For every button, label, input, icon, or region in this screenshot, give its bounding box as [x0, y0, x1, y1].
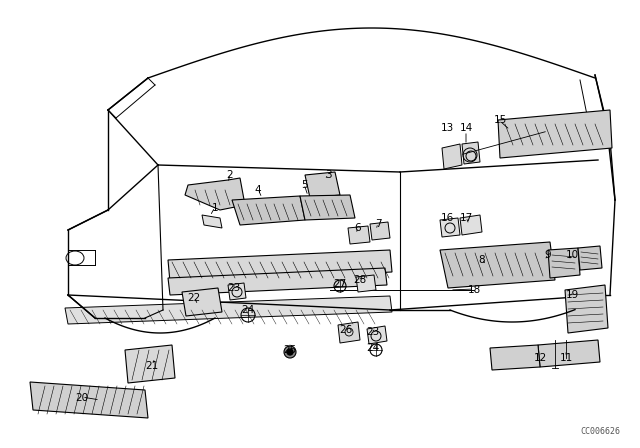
Polygon shape — [367, 326, 387, 344]
Text: 22: 22 — [188, 293, 200, 303]
Polygon shape — [548, 248, 580, 278]
Text: 5: 5 — [301, 180, 307, 190]
Polygon shape — [490, 345, 540, 370]
Polygon shape — [182, 288, 222, 316]
Polygon shape — [228, 283, 246, 300]
Text: 12: 12 — [533, 353, 547, 363]
Polygon shape — [202, 215, 222, 228]
Polygon shape — [578, 246, 602, 270]
Circle shape — [284, 346, 296, 358]
Polygon shape — [462, 142, 480, 164]
Polygon shape — [565, 285, 608, 333]
Text: 2: 2 — [227, 170, 234, 180]
Polygon shape — [338, 322, 360, 343]
Polygon shape — [370, 222, 390, 240]
Text: 9: 9 — [545, 250, 551, 260]
Text: 26: 26 — [339, 325, 353, 335]
Polygon shape — [348, 226, 370, 244]
Polygon shape — [168, 268, 387, 295]
Polygon shape — [440, 218, 460, 237]
Text: 23: 23 — [227, 283, 241, 293]
Text: 1: 1 — [212, 203, 218, 213]
Polygon shape — [232, 196, 305, 225]
Text: 14: 14 — [460, 123, 472, 133]
Text: 4: 4 — [255, 185, 261, 195]
Polygon shape — [305, 172, 340, 198]
Text: CC006626: CC006626 — [580, 427, 620, 436]
Polygon shape — [30, 382, 148, 418]
Text: 21: 21 — [145, 361, 159, 371]
Polygon shape — [442, 144, 462, 169]
Polygon shape — [65, 296, 392, 324]
Text: 7: 7 — [374, 219, 381, 229]
Text: 19: 19 — [565, 290, 579, 300]
Text: 20: 20 — [76, 393, 88, 403]
Text: 13: 13 — [440, 123, 454, 133]
Circle shape — [287, 349, 293, 355]
Text: 23: 23 — [366, 327, 380, 337]
Text: 15: 15 — [493, 115, 507, 125]
Text: 28: 28 — [353, 275, 367, 285]
Text: 27: 27 — [333, 279, 347, 289]
Text: 11: 11 — [559, 353, 573, 363]
Polygon shape — [168, 250, 392, 282]
Text: 25: 25 — [284, 345, 296, 355]
Polygon shape — [538, 340, 600, 367]
Text: 6: 6 — [355, 223, 362, 233]
Polygon shape — [300, 195, 355, 220]
Text: 10: 10 — [565, 250, 579, 260]
Text: 3: 3 — [324, 170, 332, 180]
Polygon shape — [498, 110, 612, 158]
Text: 24: 24 — [366, 343, 380, 353]
Text: 18: 18 — [467, 285, 481, 295]
Text: 17: 17 — [460, 213, 472, 223]
Text: 24: 24 — [241, 305, 255, 315]
Polygon shape — [125, 345, 175, 383]
Polygon shape — [460, 215, 482, 235]
Text: 8: 8 — [479, 255, 485, 265]
Text: 16: 16 — [440, 213, 454, 223]
Polygon shape — [185, 178, 245, 210]
Polygon shape — [440, 242, 555, 288]
Polygon shape — [356, 275, 376, 292]
